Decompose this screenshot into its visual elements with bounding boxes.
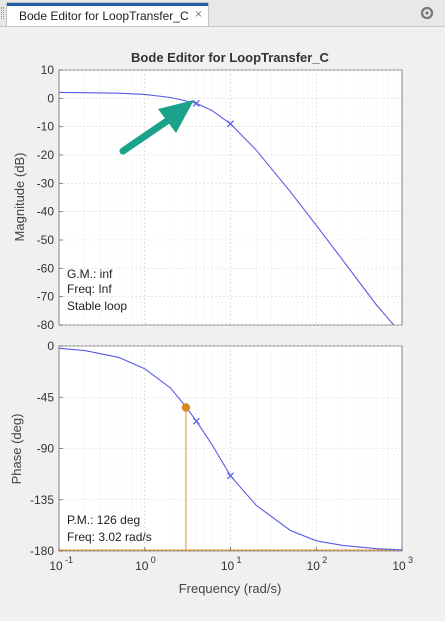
tab-bode-editor[interactable]: Bode Editor for LoopTransfer_C × (6, 2, 209, 26)
x-tick-label: 10 (221, 559, 235, 573)
x-tick-exponent: 1 (237, 555, 242, 565)
y-tick-label: 10 (41, 63, 55, 77)
phase-margin-marker[interactable] (182, 403, 190, 411)
gain-margin-value: G.M.: inf (67, 267, 113, 281)
gear-circle-icon[interactable] (419, 5, 435, 21)
magnitude-axes[interactable]: 10 0 -10 -20 -30 -40 -50 -60 -70 -80 Magnitude (d… (12, 63, 402, 332)
y-tick-label: -135 (30, 493, 54, 507)
x-tick-exponent: 2 (322, 555, 327, 565)
phase-axes[interactable]: 0 -45 -90 -135 -180 Phase (deg) P.M.: 126 de… (9, 339, 402, 558)
y-tick-label: -20 (37, 148, 55, 162)
y-tick-label: 0 (47, 91, 54, 105)
tab-active-indicator (7, 3, 208, 6)
y-tick-label: -45 (37, 390, 55, 404)
x-tick-label: 10 (307, 559, 321, 573)
x-tick-exponent: 0 (151, 555, 156, 565)
y-tick-label: -90 (37, 442, 55, 456)
x-tick-label: 10 (135, 559, 149, 573)
y-tick-label: 0 (47, 339, 54, 353)
y-tick-label: -40 (37, 205, 55, 219)
phase-ylabel: Phase (deg) (9, 414, 24, 485)
close-icon[interactable]: × (195, 7, 202, 21)
phase-margin-frequency: Freq: 3.02 rad/s (67, 530, 152, 544)
plot-title: Bode Editor for LoopTransfer_C (131, 50, 330, 65)
loop-stability-status: Stable loop (67, 299, 127, 313)
phase-margin-value: P.M.: 126 deg (67, 513, 140, 527)
bode-plot-figure[interactable]: Bode Editor for LoopTransfer_C 100-10-20… (0, 27, 445, 621)
magnitude-ylabel: Magnitude (dB) (12, 153, 27, 242)
y-tick-label: -50 (37, 233, 55, 247)
y-tick-label: -60 (37, 261, 55, 275)
tab-title: Bode Editor for LoopTransfer_C (19, 9, 189, 23)
x-tick-exponent: 3 (408, 555, 413, 565)
y-tick-label: -180 (30, 544, 54, 558)
y-tick-label: -10 (37, 120, 55, 134)
x-tick-label: 10 (392, 559, 406, 573)
document-tab-bar: Bode Editor for LoopTransfer_C × (0, 0, 445, 27)
y-tick-label: -30 (37, 176, 55, 190)
x-tick-label: 10 (49, 559, 63, 573)
x-tick-exponent: -1 (65, 555, 73, 565)
y-tick-label: -70 (37, 290, 55, 304)
frequency-xlabel: Frequency (rad/s) (179, 581, 282, 596)
y-tick-label: -80 (37, 318, 55, 332)
gain-margin-frequency: Freq: Inf (67, 282, 112, 296)
drag-grip-icon[interactable] (1, 7, 4, 19)
